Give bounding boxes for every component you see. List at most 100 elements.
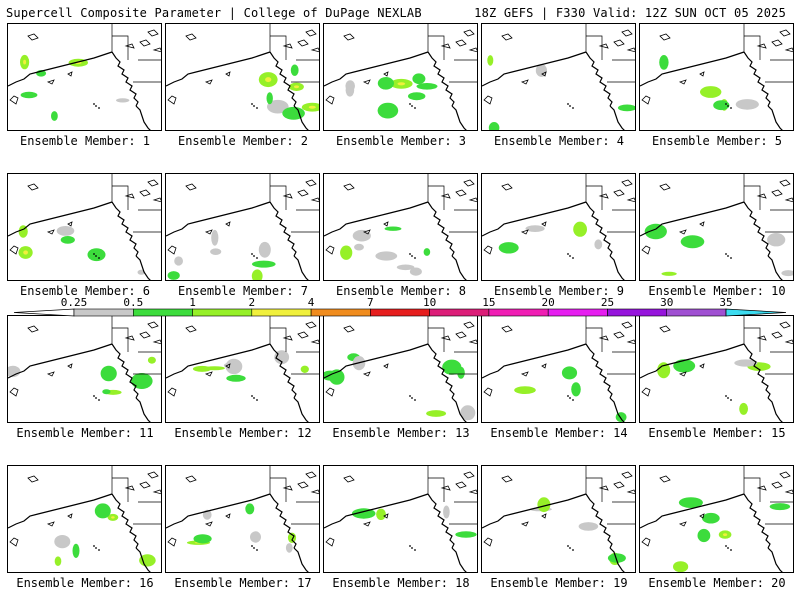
colorbar-tick-label: 2 [248, 296, 256, 309]
scp-contour-area [578, 522, 599, 531]
hawaii-island [567, 103, 569, 105]
coastline [293, 105, 309, 130]
scp-contour-core [23, 59, 27, 65]
coastline [269, 51, 297, 107]
island-outline [621, 29, 633, 37]
ensemble-member-label: Ensemble Member: 17 [174, 576, 312, 590]
coastline [111, 51, 139, 107]
hawaii-island [95, 397, 97, 399]
coastline [166, 201, 271, 237]
scp-contour-area [734, 359, 758, 367]
coastline [269, 343, 297, 399]
island-outline [9, 537, 19, 547]
island-outline [152, 47, 161, 53]
ensemble-member-label: Ensemble Member: 15 [648, 426, 786, 440]
ensemble-member-label: Ensemble Member: 14 [490, 426, 628, 440]
ensemble-member-label: Ensemble Member: 3 [335, 134, 467, 148]
island-outline [621, 179, 633, 187]
hawaii-island [95, 547, 97, 549]
coastline [744, 35, 761, 60]
coastline [744, 477, 761, 502]
scp-contour-area [282, 106, 305, 120]
colorbar-tick-label: 0.5 [123, 296, 144, 309]
scp-contour-area [412, 73, 426, 84]
coastline [451, 547, 467, 572]
island-outline [626, 339, 635, 345]
island-outline [463, 321, 475, 329]
island-outline [699, 71, 705, 77]
colorbar-segment [488, 308, 549, 317]
island-outline [9, 245, 19, 255]
island-outline [626, 489, 635, 495]
ensemble-map-panel [7, 315, 162, 423]
coastline [112, 35, 129, 60]
island-outline [771, 189, 783, 197]
scp-contour-core [111, 516, 115, 519]
scp-contour-area [713, 100, 730, 111]
coastline [451, 397, 467, 422]
coastline [744, 327, 761, 352]
island-outline [779, 29, 791, 37]
island-outline [27, 183, 39, 191]
scp-contour-area [266, 92, 273, 105]
ensemble-map [166, 174, 319, 280]
island-outline [147, 29, 159, 37]
island-outline [362, 79, 371, 85]
coastline [8, 51, 113, 87]
island-outline [771, 481, 783, 489]
island-outline [641, 537, 651, 547]
scp-contour-area [267, 99, 289, 114]
coastline [744, 185, 761, 210]
island-outline [699, 513, 705, 519]
island-outline [440, 193, 451, 199]
island-outline [468, 197, 477, 203]
island-outline [124, 43, 135, 49]
scp-contour-area [258, 241, 271, 258]
island-outline [362, 229, 371, 235]
island-outline [9, 387, 19, 397]
scp-contour-area [285, 543, 293, 553]
island-outline [779, 471, 791, 479]
scp-contour-area [416, 83, 438, 90]
island-outline [27, 325, 39, 333]
island-outline [613, 331, 625, 339]
coastline [640, 201, 745, 237]
hawaii-island [730, 549, 732, 551]
scp-contour-area [51, 111, 58, 121]
hawaii-island [567, 395, 569, 397]
hawaii-island [93, 103, 95, 105]
scp-contour-area [607, 553, 626, 563]
island-outline [598, 193, 609, 199]
coastline [427, 493, 455, 549]
scp-contour-area [617, 104, 635, 112]
coastline [427, 343, 455, 399]
ensemble-member-label: Ensemble Member: 10 [648, 284, 786, 298]
scp-contour-area [700, 86, 722, 98]
island-outline [46, 229, 55, 235]
island-outline [501, 325, 513, 333]
island-outline [699, 221, 705, 227]
island-outline [305, 179, 317, 187]
colorbar-segment [607, 308, 668, 317]
scp-contour-area [54, 556, 62, 566]
island-outline [756, 485, 767, 491]
island-outline [455, 189, 467, 197]
ensemble-member-label: Ensemble Member: 1 [19, 134, 151, 148]
colorbar-segment [251, 308, 312, 317]
ensemble-map [8, 466, 161, 572]
island-outline [185, 183, 197, 191]
island-outline [124, 335, 135, 341]
island-outline [621, 471, 633, 479]
island-outline [9, 95, 19, 105]
ensemble-map-panel [323, 23, 478, 131]
island-outline [520, 229, 529, 235]
hawaii-island [253, 255, 255, 257]
scp-contour-area [673, 359, 696, 373]
scp-contour-area [193, 534, 212, 544]
scp-contour-area [54, 535, 71, 549]
hawaii-island [98, 107, 100, 109]
coastline [428, 327, 445, 352]
ensemble-member-label: Ensemble Member: 7 [177, 284, 309, 298]
ensemble-member-label: Ensemble Member: 2 [177, 134, 309, 148]
island-outline [501, 475, 513, 483]
